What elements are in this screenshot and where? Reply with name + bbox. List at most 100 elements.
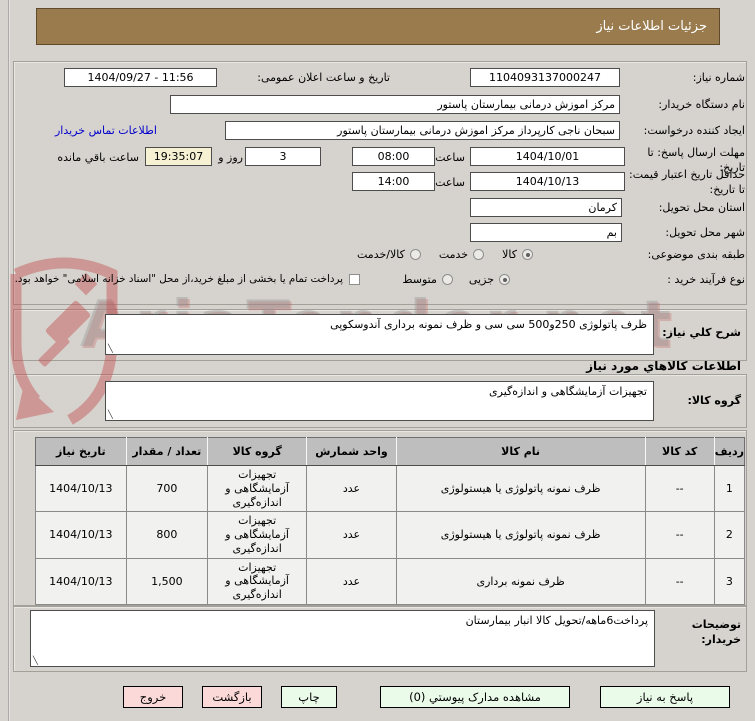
need-desc-textarea[interactable]: ظرف پاتولوژی 250و500 سی سی و ظرف نمونه ب… bbox=[105, 314, 654, 355]
process-type-options: جزیی متوسط bbox=[402, 273, 510, 286]
treasury-note-label: پرداخت تمام یا بخشی از مبلغ خرید،از محل … bbox=[14, 273, 343, 285]
header-group: گروه کالا bbox=[206, 437, 308, 466]
countdown-timer: 19:35:07 bbox=[145, 147, 212, 166]
need-desc-groupbox bbox=[13, 309, 747, 361]
page-title: جزئیات اطلاعات نیاز bbox=[36, 8, 720, 45]
buyer-org-field[interactable]: مرکز اموزش درمانی بیمارستان پاستور bbox=[170, 95, 620, 114]
cell-name: ظرف نمونه پاتولوژی یا هیستولوژی bbox=[395, 511, 646, 559]
resize-handle-icon[interactable]: ╲ bbox=[33, 656, 38, 665]
price-validity-time-field[interactable]: 14:00 bbox=[352, 172, 435, 191]
cell-qty: 700 bbox=[125, 464, 208, 513]
header-qty: تعداد / مقدار bbox=[125, 437, 208, 466]
table-row: 2 -- ظرف نمونه پاتولوژی یا هیستولوژی عدد… bbox=[35, 511, 746, 559]
cell-need-date: 1404/10/13 bbox=[35, 557, 127, 605]
view-attached-docs-button[interactable]: مشاهده مدارک پیوستي (0) bbox=[380, 686, 570, 708]
cell-group: تجهیزات آزمایشگاهی و اندازه‌گیری bbox=[206, 464, 308, 513]
announce-datetime-field[interactable]: 1404/09/27 - 11:56 bbox=[64, 68, 217, 87]
header-need-date: تاریخ نیاز bbox=[35, 437, 127, 466]
goods-group-label: گروه کالا: bbox=[687, 394, 741, 407]
print-button[interactable]: چاپ bbox=[281, 686, 337, 708]
cell-name: ظرف نمونه پاتولوژی یا هیستولوژی bbox=[395, 464, 646, 513]
reply-deadline-hour-label: ساعت bbox=[435, 151, 465, 164]
cell-code: -- bbox=[644, 511, 715, 559]
treasury-note-row: پرداخت تمام یا بخشی از مبلغ خرید،از محل … bbox=[15, 273, 360, 285]
buyer-contact-link[interactable]: اطلاعات تماس خریدار bbox=[55, 124, 157, 137]
buyer-org-label: نام دستگاه خریدار: bbox=[658, 98, 745, 111]
back-button[interactable]: بازگشت bbox=[202, 686, 262, 708]
cell-qty: 1,500 bbox=[125, 557, 208, 605]
items-table-groupbox bbox=[13, 430, 747, 606]
radio-partial-icon[interactable] bbox=[499, 274, 510, 285]
left-frame-divider bbox=[8, 0, 10, 721]
need-desc-text: ظرف پاتولوژی 250و500 سی سی و ظرف نمونه ب… bbox=[330, 318, 647, 331]
cell-unit: عدد bbox=[306, 511, 397, 559]
province-label: استان محل تحویل: bbox=[658, 201, 745, 214]
exit-button[interactable]: خروج bbox=[123, 686, 183, 708]
price-validity-date-field[interactable]: 1404/10/13 bbox=[470, 172, 625, 191]
cell-need-date: 1404/10/13 bbox=[35, 464, 127, 513]
cell-group: تجهیزات آزمایشگاهی و اندازه‌گیری bbox=[206, 557, 308, 605]
process-type-option-medium-label: متوسط bbox=[402, 273, 437, 286]
subject-class-label: طبقه بندی موضوعی: bbox=[647, 248, 745, 261]
subject-class-options: کالا خدمت کالا/خدمت bbox=[357, 248, 533, 261]
need-number-field[interactable]: 1104093137000247 bbox=[470, 68, 620, 87]
buyer-notes-textarea[interactable]: پرداخت6ماهه/تحویل کالا انبار بیمارستان ╲ bbox=[30, 610, 655, 667]
cell-code: -- bbox=[644, 557, 715, 605]
goods-section-header: اطلاعات کالاهاي مورد نیاز bbox=[586, 359, 741, 373]
subject-class-option-goods-service[interactable]: کالا/خدمت bbox=[357, 248, 421, 261]
days-remaining-label: روز و bbox=[218, 151, 243, 164]
table-row: 1 -- ظرف نمونه پاتولوژی یا هیستولوژی عدد… bbox=[35, 464, 746, 513]
request-creator-field[interactable]: سبحان ناجی کارپرداز مرکز اموزش درمانی بی… bbox=[225, 121, 620, 140]
resize-handle-icon[interactable]: ╲ bbox=[108, 344, 113, 353]
price-validity-hour-label: ساعت bbox=[435, 176, 465, 189]
subject-class-option-goods[interactable]: کالا bbox=[502, 248, 533, 261]
city-label: شهر محل تحویل: bbox=[665, 226, 745, 239]
cell-unit: عدد bbox=[306, 464, 397, 513]
header-code: کد کالا bbox=[644, 437, 715, 466]
city-field[interactable]: بم bbox=[470, 223, 622, 242]
goods-group-text: تجهیزات آزمایشگاهی و اندازه‌گیری bbox=[489, 385, 647, 398]
buyer-notes-text: پرداخت6ماهه/تحویل کالا انبار بیمارستان bbox=[465, 614, 648, 627]
reply-deadline-time-field[interactable]: 08:00 bbox=[352, 147, 435, 166]
process-type-option-medium[interactable]: متوسط bbox=[402, 273, 453, 286]
goods-group-textarea[interactable]: تجهیزات آزمایشگاهی و اندازه‌گیری ╲ bbox=[105, 381, 654, 421]
cell-qty: 800 bbox=[125, 511, 208, 559]
treasury-checkbox[interactable] bbox=[349, 274, 360, 285]
countdown-label: ساعت باقي مانده bbox=[57, 151, 139, 164]
subject-class-option-goods-service-label: کالا/خدمت bbox=[357, 248, 405, 261]
cell-unit: عدد bbox=[306, 557, 397, 605]
reply-to-need-button[interactable]: پاسخ به نیاز bbox=[600, 686, 730, 708]
cell-row-no: 3 bbox=[713, 557, 746, 605]
subject-class-option-service[interactable]: خدمت bbox=[438, 248, 485, 261]
province-field[interactable]: کرمان bbox=[470, 198, 622, 217]
header-unit: واحد شمارش bbox=[306, 437, 397, 466]
request-creator-label: ایجاد کننده درخواست: bbox=[643, 124, 745, 137]
subject-class-option-goods-label: کالا bbox=[502, 248, 517, 261]
main-form-groupbox bbox=[13, 61, 747, 305]
announce-datetime-label: تاریخ و ساعت اعلان عمومی: bbox=[257, 71, 390, 84]
radio-goods-icon[interactable] bbox=[522, 249, 533, 260]
radio-goods-service-icon[interactable] bbox=[409, 249, 421, 260]
reply-deadline-label: مهلت ارسال پاسخ: تا تاریخ: bbox=[647, 146, 745, 174]
buyer-notes-groupbox bbox=[13, 606, 747, 672]
cell-need-date: 1404/10/13 bbox=[35, 511, 127, 559]
cell-code: -- bbox=[644, 464, 715, 513]
radio-service-icon[interactable] bbox=[473, 249, 485, 260]
cell-group: تجهیزات آزمایشگاهی و اندازه‌گیری bbox=[206, 511, 308, 559]
need-number-label: شماره نیاز: bbox=[692, 71, 745, 84]
header-name: نام کالا bbox=[395, 437, 646, 466]
process-type-label: نوع فرآیند خرید : bbox=[667, 273, 745, 286]
resize-handle-icon[interactable]: ╲ bbox=[108, 410, 113, 419]
price-validity-label: حداقل تاریخ اعتبار قیمت: تا تاریخ: bbox=[629, 168, 745, 196]
need-desc-label: شرح کلي نیاز: bbox=[662, 326, 741, 339]
items-table: ردیف کد کالا نام کالا واحد شمارش گروه کا… bbox=[35, 437, 746, 605]
process-type-option-partial-label: جزیی bbox=[468, 273, 494, 286]
reply-deadline-date-field[interactable]: 1404/10/01 bbox=[470, 147, 625, 166]
table-header-row: ردیف کد کالا نام کالا واحد شمارش گروه کا… bbox=[35, 437, 746, 466]
radio-medium-icon[interactable] bbox=[441, 274, 453, 285]
process-type-option-partial[interactable]: جزیی bbox=[469, 273, 510, 286]
goods-group-groupbox bbox=[13, 374, 747, 428]
cell-row-no: 2 bbox=[713, 511, 746, 559]
subject-class-option-service-label: خدمت bbox=[438, 248, 469, 261]
